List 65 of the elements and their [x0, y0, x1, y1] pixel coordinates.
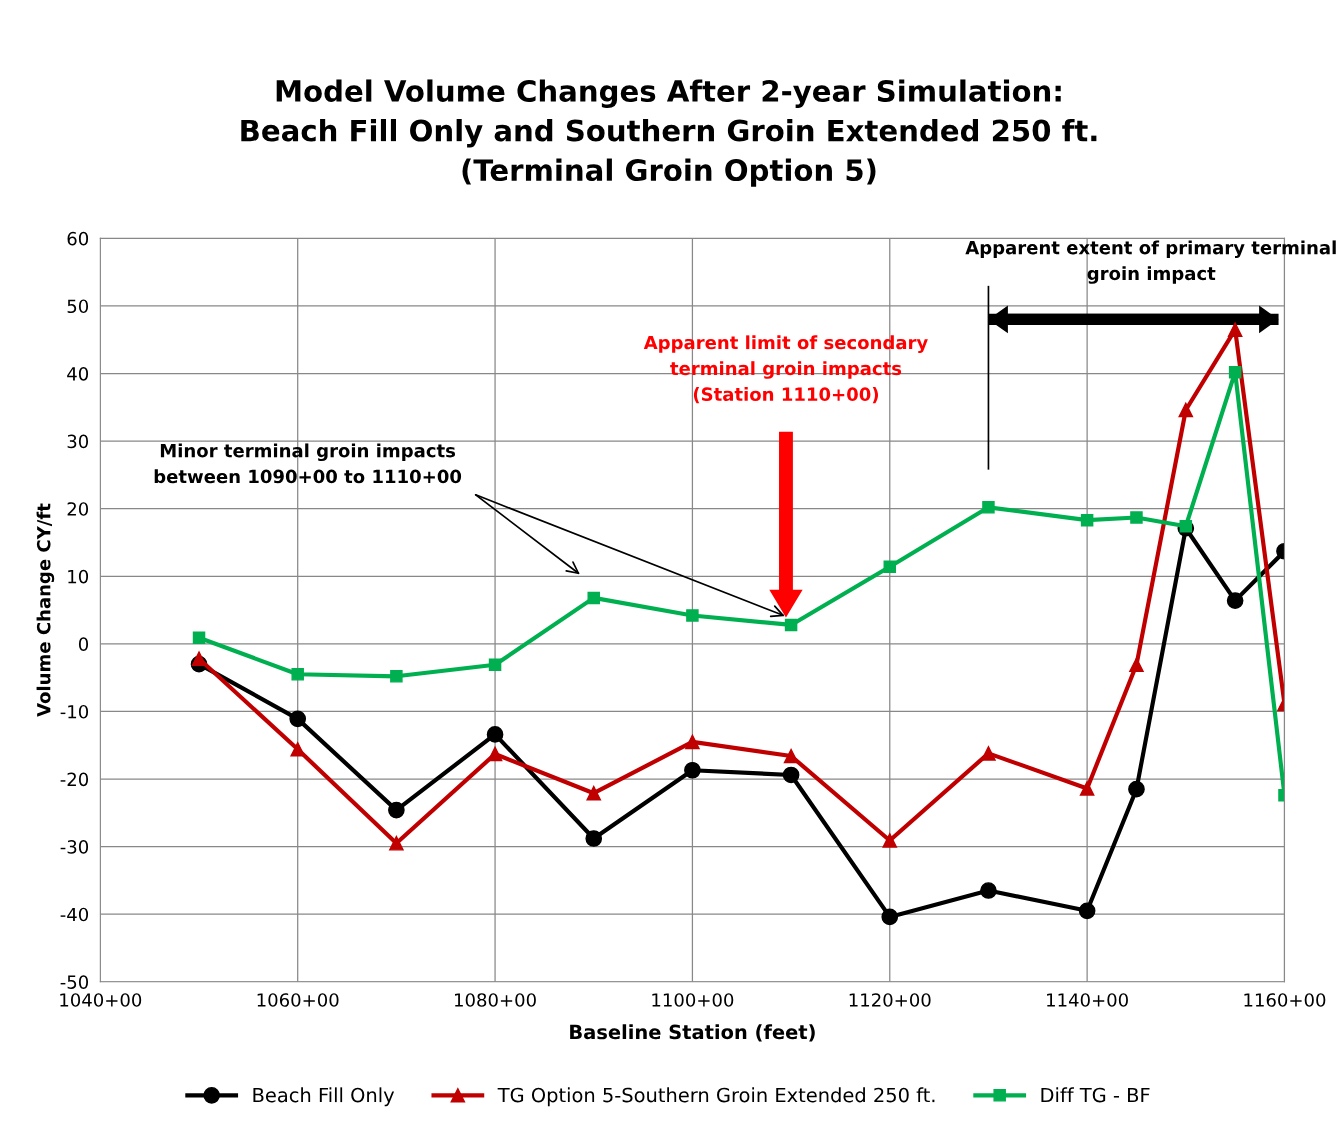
y-tick-label: 60 [67, 231, 89, 246]
x-tick-label: 1160+00 [1244, 993, 1326, 1007]
point [883, 560, 897, 574]
chart-title: Model Volume Changes After 2-year Simulation: Beach Fill Only and Southern Groin Extended 250 ft. (Terminal Groin Option 5) [241, 79, 1097, 187]
point [881, 908, 899, 926]
annotation: Apparent extent of primary terminal groin impact [965, 240, 1336, 284]
y-axis-title: Volume Change CY/ft [36, 503, 55, 717]
legend-label: Diff TG - BF [1041, 1087, 1150, 1103]
x-tick-label: 1140+00 [1047, 993, 1128, 1007]
point [191, 651, 207, 667]
point [585, 830, 603, 847]
point [586, 785, 602, 801]
point [684, 761, 701, 779]
point [291, 668, 304, 681]
legend-label: TG Option 5-Southern Groin Extended 250 ft. [497, 1087, 935, 1107]
point [1130, 511, 1143, 524]
point [587, 591, 600, 605]
point [1226, 592, 1244, 609]
point [980, 882, 997, 899]
y-tick-label: -30 [60, 840, 89, 854]
point [390, 670, 403, 683]
x-tick-label: 1120+00 [849, 993, 931, 1007]
y-tick-label: -50 [60, 975, 89, 989]
point [782, 766, 800, 784]
annotation: Minor terminal groin impacts between 1090+00 to 1110+00 [154, 443, 462, 484]
x-tick-label: 1060+00 [257, 993, 339, 1007]
y-tick-label: 40 [67, 366, 89, 381]
point [388, 801, 405, 819]
point [1227, 322, 1243, 337]
y-tick-label: 20 [67, 502, 89, 516]
y-tick-label: 10 [68, 569, 89, 584]
point [1080, 513, 1094, 527]
point [1128, 780, 1145, 798]
point [882, 833, 898, 848]
point [192, 631, 206, 645]
point [784, 618, 798, 632]
x-tick-label: 1040+00 [60, 993, 142, 1007]
point [1079, 781, 1095, 796]
point [1129, 657, 1144, 673]
y-tick-label: 0 [78, 637, 89, 651]
point [981, 746, 996, 761]
y-tick-label: -40 [60, 907, 89, 922]
point [783, 748, 799, 764]
point [486, 726, 504, 743]
point [1078, 902, 1096, 920]
point [1179, 520, 1193, 533]
point [389, 835, 404, 851]
point [488, 658, 502, 672]
annotation: Apparent limit of secondary terminal groin impacts (Station 1110+00) [643, 335, 928, 404]
x-tick-label: 1080+00 [455, 993, 536, 1007]
y-tick-label: 30 [67, 434, 89, 449]
x-tick-label: 1100+00 [652, 993, 734, 1007]
y-tick-label: -20 [60, 772, 89, 787]
x-axis-title: Baseline Station (feet) [570, 1024, 815, 1042]
y-tick-label: 50 [67, 299, 89, 314]
legend-label: Beach Fill Only [253, 1087, 395, 1107]
point [289, 710, 307, 728]
point [982, 501, 995, 514]
point [1178, 402, 1194, 418]
point [685, 734, 700, 750]
y-tick-label: -10 [60, 704, 89, 719]
point [686, 609, 699, 622]
point [290, 741, 305, 757]
point [487, 746, 503, 762]
point [1228, 365, 1242, 379]
